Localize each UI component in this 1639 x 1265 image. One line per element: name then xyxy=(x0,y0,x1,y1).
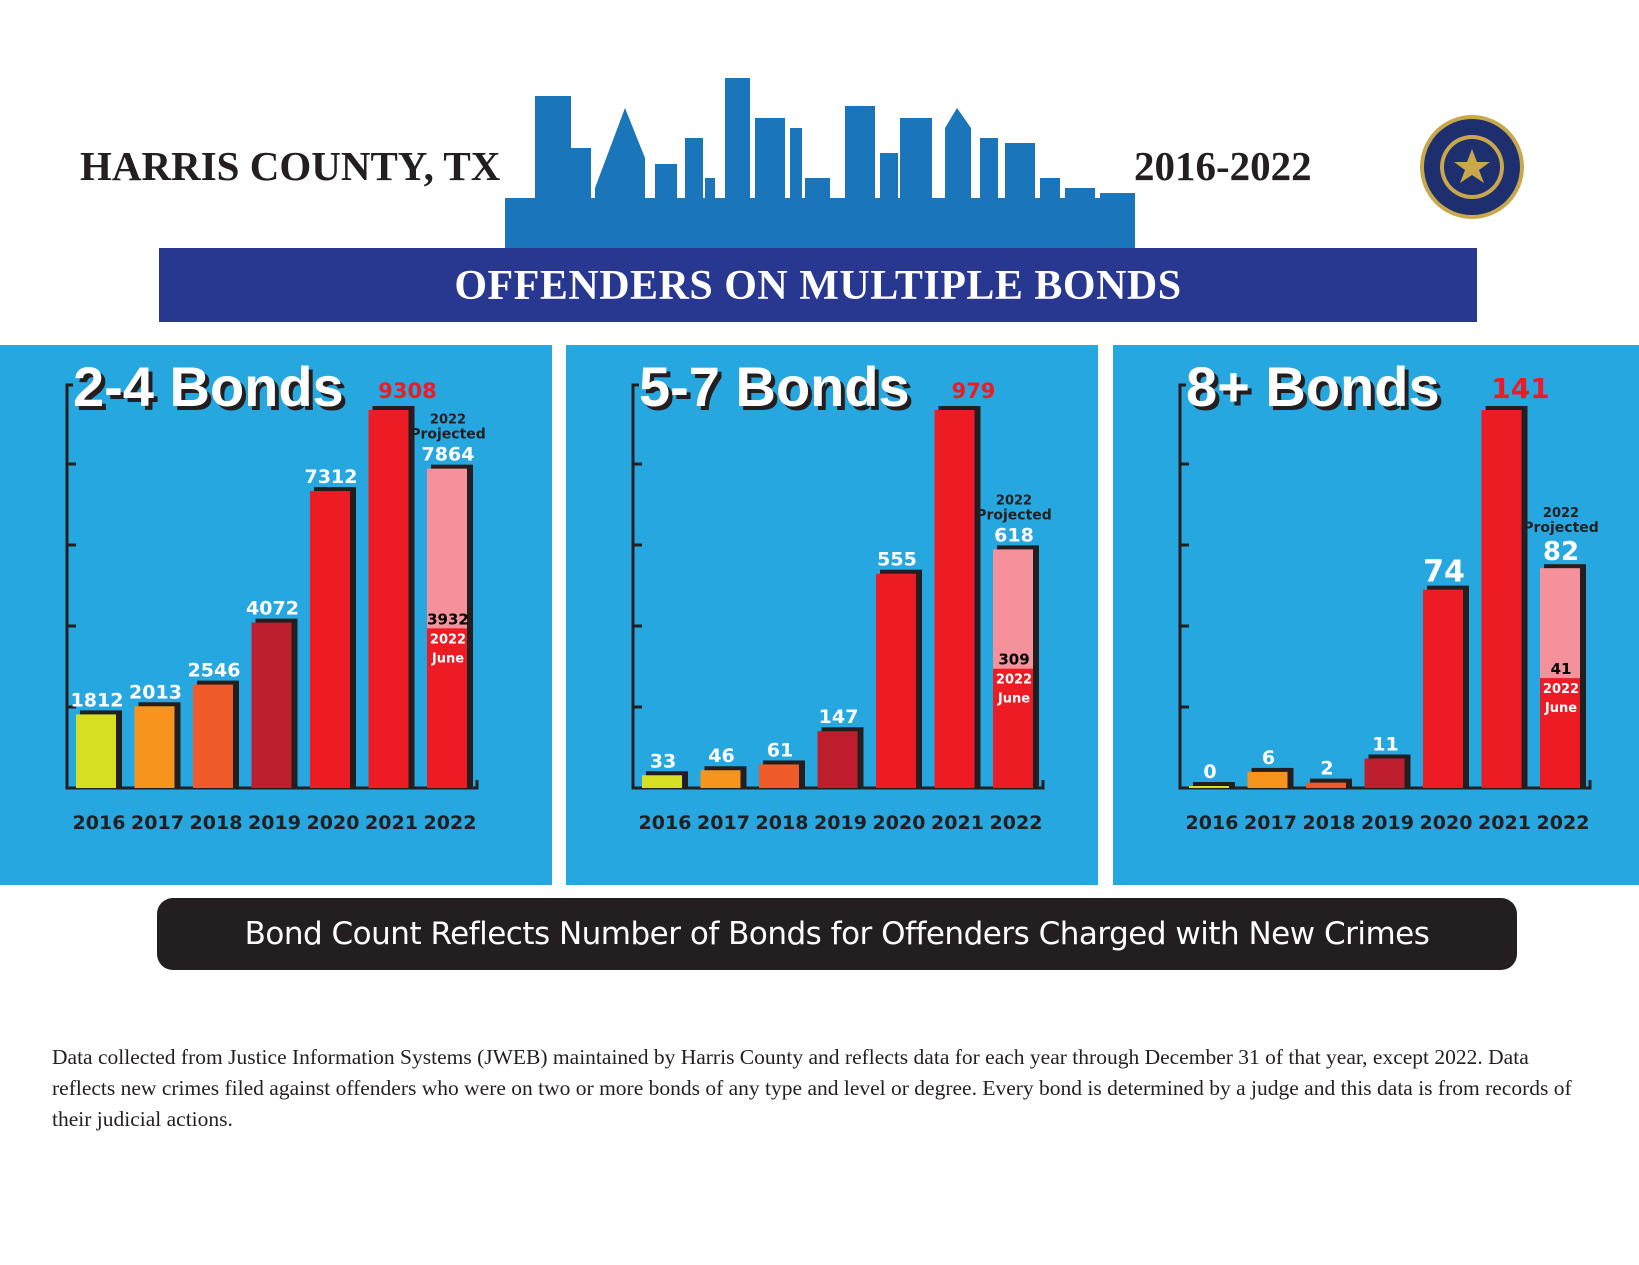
location-title: HARRIS COUNTY, TX xyxy=(80,143,501,189)
x-tick-label: 2020 xyxy=(1420,812,1473,834)
chart-title: 8+ Bonds xyxy=(1186,355,1440,418)
value-label-2018: 61 xyxy=(767,739,793,761)
value-label-2016: 1812 xyxy=(71,689,124,711)
value-label-2021: 141 xyxy=(1491,372,1549,405)
bar-2018 xyxy=(759,764,799,788)
value-label-2018: 2546 xyxy=(188,660,241,682)
bar-2020 xyxy=(310,491,350,788)
value-label-2021: 9308 xyxy=(378,379,436,403)
bar-2021 xyxy=(368,410,409,788)
x-tick-label: 2019 xyxy=(814,812,867,834)
june-year-label: 2022 xyxy=(430,632,466,647)
x-tick-label: 2019 xyxy=(1361,812,1414,834)
bar-2017 xyxy=(1247,771,1288,788)
projected-year-label: 2022 xyxy=(430,413,466,428)
value-label-2020: 7312 xyxy=(305,466,358,488)
projected-value-label: 82 xyxy=(1543,537,1579,567)
x-tick-label: 2018 xyxy=(756,812,809,834)
value-label-2019: 147 xyxy=(819,706,859,728)
value-label-2017: 46 xyxy=(708,745,734,767)
chart-title: 2-4 Bonds xyxy=(73,355,344,418)
value-label-2017: 6 xyxy=(1262,747,1275,769)
bar-2016 xyxy=(76,714,116,788)
bar-2019 xyxy=(251,622,292,788)
x-tick-label: 2021 xyxy=(931,812,984,834)
projected-label: Projected xyxy=(1523,520,1599,536)
bar-2021 xyxy=(934,410,975,788)
june-value-label: 41 xyxy=(1551,660,1572,678)
y-axis xyxy=(1178,383,1592,790)
x-tick-label: 2016 xyxy=(639,812,692,834)
value-label-2018: 2 xyxy=(1320,758,1333,780)
panel-8-plus-bonds: 0 2016 6 2017 2 2018 11 2019 74 2020 141 2021 41 2022… xyxy=(1113,345,1639,885)
june-value-label: 309 xyxy=(998,651,1029,669)
x-tick-label: 2018 xyxy=(1303,812,1356,834)
value-label-2021: 979 xyxy=(952,379,996,403)
value-label-2019: 11 xyxy=(1372,734,1398,756)
bar-2016 xyxy=(642,775,682,788)
x-tick-label: 2022 xyxy=(424,812,477,834)
panel-2-4-bonds: 1812 2016 2013 2017 2546 2018 4072 2019 7312 2020… xyxy=(0,345,552,885)
june-value-label: 3932 xyxy=(427,610,469,628)
value-label-2017: 2013 xyxy=(129,681,182,703)
x-tick-label: 2017 xyxy=(697,812,750,834)
june-year-label: 2022 xyxy=(996,673,1032,688)
bar-2018 xyxy=(1306,782,1346,788)
title-banner: OFFENDERS ON MULTIPLE BONDS xyxy=(159,248,1477,322)
chart-5-7-bonds: 33 2016 46 2017 61 2018 147 2019 555 2020 979 2021 3… xyxy=(631,355,1052,834)
projected-year-label: 2022 xyxy=(1543,506,1579,521)
x-tick-label: 2019 xyxy=(248,812,301,834)
x-tick-label: 2017 xyxy=(131,812,184,834)
value-label-2016: 0 xyxy=(1203,761,1216,783)
bar-2022-june xyxy=(427,628,467,788)
bar-2016 xyxy=(1189,786,1229,788)
projected-label: Projected xyxy=(976,507,1052,523)
x-tick-label: 2020 xyxy=(307,812,360,834)
chart-title: 5-7 Bonds xyxy=(639,355,910,418)
y-axis xyxy=(631,383,1045,790)
value-label-2020: 555 xyxy=(877,549,917,571)
bar-2017 xyxy=(134,706,175,788)
x-tick-label: 2020 xyxy=(873,812,926,834)
x-tick-label: 2016 xyxy=(1186,812,1239,834)
footnote: Data collected from Justice Information … xyxy=(52,1045,1572,1131)
bar-2022-june xyxy=(1540,678,1580,788)
x-tick-label: 2021 xyxy=(1478,812,1531,834)
x-tick-label: 2017 xyxy=(1244,812,1297,834)
chart-8-plus-bonds: 0 2016 6 2017 2 2018 11 2019 74 2020 141 2021 41 2022… xyxy=(1178,355,1599,834)
x-tick-label: 2018 xyxy=(190,812,243,834)
projected-value-label: 618 xyxy=(994,524,1034,546)
bar-2018 xyxy=(193,684,233,788)
projected-value-label: 7864 xyxy=(422,444,475,466)
x-tick-label: 2022 xyxy=(990,812,1043,834)
bar-2019 xyxy=(817,731,858,788)
projected-label: Projected xyxy=(410,427,486,443)
x-tick-label: 2016 xyxy=(73,812,126,834)
caption-bar: Bond Count Reflects Number of Bonds for … xyxy=(157,898,1517,970)
bar-2019 xyxy=(1364,758,1405,788)
bar-shadow xyxy=(1193,782,1235,788)
district-attorney-seal-icon xyxy=(1420,115,1524,219)
value-label-2020: 74 xyxy=(1423,555,1465,590)
panel-5-7-bonds: 33 2016 46 2017 61 2018 147 2019 555 2020 979 2021 3… xyxy=(566,345,1098,885)
value-label-2019: 4072 xyxy=(246,598,299,620)
june-month-label: June xyxy=(431,651,464,666)
june-month-label: June xyxy=(1544,701,1577,716)
houston-skyline-icon xyxy=(505,78,1135,248)
bar-2022-june xyxy=(993,668,1033,788)
year-range: 2016-2022 xyxy=(1134,143,1312,189)
projected-year-label: 2022 xyxy=(996,493,1032,508)
x-tick-label: 2022 xyxy=(1537,812,1590,834)
y-axis xyxy=(65,383,479,790)
x-tick-label: 2021 xyxy=(365,812,418,834)
june-year-label: 2022 xyxy=(1543,682,1579,697)
bar-2020 xyxy=(1423,589,1463,788)
bar-2020 xyxy=(876,573,916,788)
chart-2-4-bonds: 1812 2016 2013 2017 2546 2018 4072 2019 7312 2020… xyxy=(65,355,486,834)
june-month-label: June xyxy=(997,692,1030,707)
value-label-2016: 33 xyxy=(650,750,676,772)
bar-2017 xyxy=(700,770,741,788)
bar-2021 xyxy=(1481,410,1522,788)
